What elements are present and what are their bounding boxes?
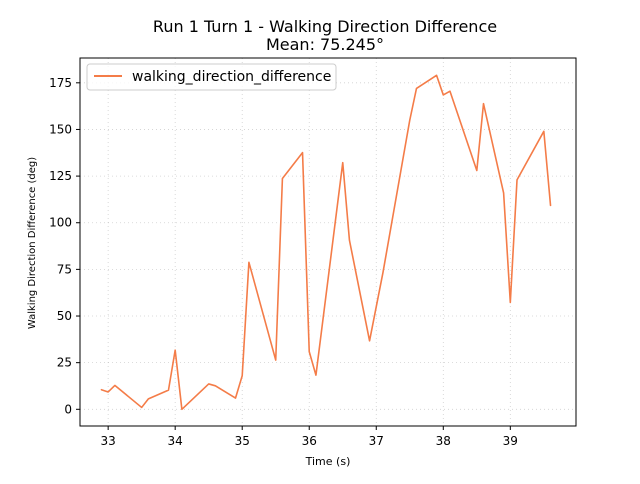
axis-ticks: 33 34 35 36 37 38 39 0 25 50 75 100 125 150 175 [49, 76, 518, 448]
y-tick-label: 50 [57, 309, 72, 323]
y-tick-label: 75 [57, 262, 72, 276]
x-tick-label: 38 [436, 434, 451, 448]
series-layer [100, 74, 552, 411]
plot-area-frame [79, 57, 577, 427]
x-tick-label: 35 [235, 434, 250, 448]
y-tick-label: 100 [49, 216, 72, 230]
series-line-walking-direction-difference [100, 74, 552, 411]
legend-box [86, 63, 337, 91]
x-tick-label: 37 [369, 434, 384, 448]
legend: walking_direction_difference [86, 63, 337, 91]
x-tick-label: 36 [302, 434, 317, 448]
y-tick-label: 125 [49, 169, 72, 183]
x-tick-label: 33 [101, 434, 116, 448]
y-tick-label: 0 [64, 402, 72, 416]
x-axis-label: Time (s) [305, 455, 351, 468]
x-tick-label: 39 [503, 434, 518, 448]
legend-label-walking-direction-difference: walking_direction_difference [132, 69, 331, 85]
chart-subtitle: Mean: 75.245° [266, 35, 384, 54]
y-tick-label: 150 [49, 122, 72, 136]
y-axis-label: Walking Direction Difference (deg) [27, 157, 38, 329]
x-tick-label: 34 [168, 434, 183, 448]
chart-title: Run 1 Turn 1 - Walking Direction Differe… [153, 17, 497, 36]
y-tick-label: 25 [57, 356, 72, 370]
grid-lines [80, 58, 576, 426]
y-tick-label: 175 [49, 76, 72, 90]
